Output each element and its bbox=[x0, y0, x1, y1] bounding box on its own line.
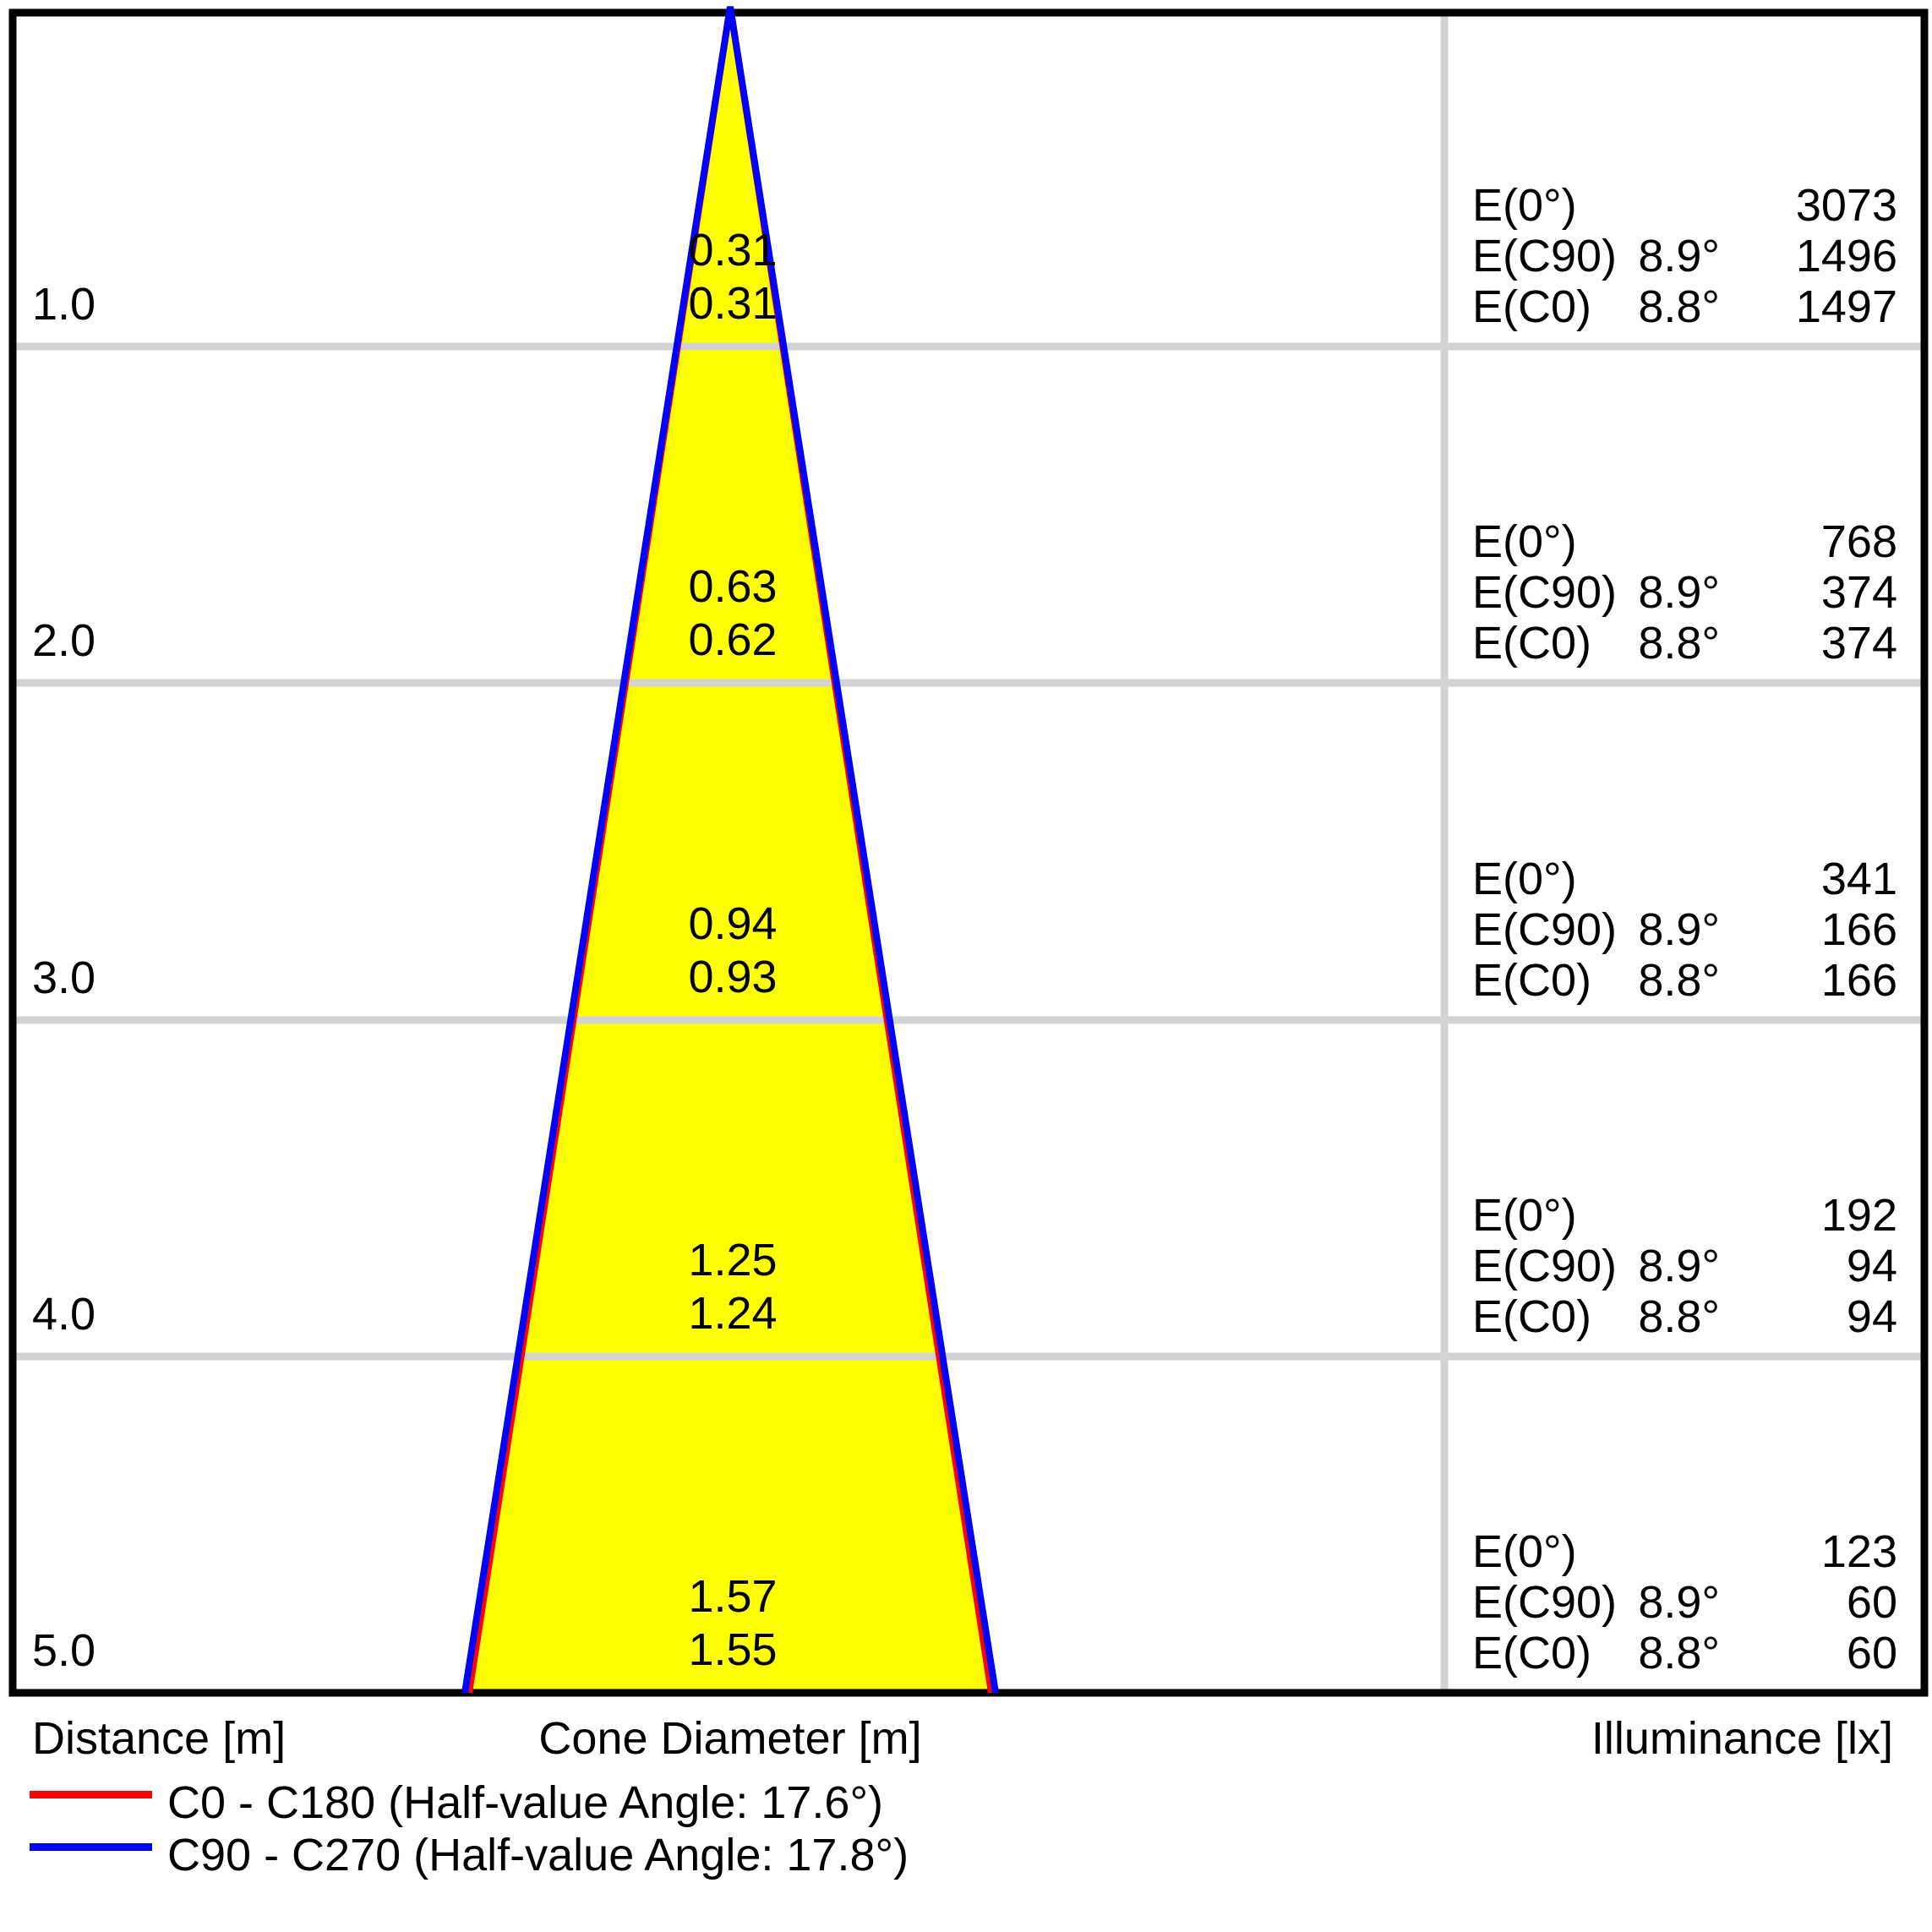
ec0-label: E(C0) bbox=[1472, 1628, 1592, 1678]
e0-label: E(0°) bbox=[1472, 1526, 1577, 1577]
legend-label-c0-c180: C0 - C180 (Half-value Angle: 17.6°) bbox=[167, 1777, 884, 1828]
table-border bbox=[8, 8, 1929, 1697]
e0-value: 123 bbox=[1820, 1526, 1897, 1577]
cone-diameter-c0: 0.93 bbox=[688, 952, 778, 1002]
cone-diameter-c90: 1.25 bbox=[688, 1235, 778, 1285]
e0-line: E(0°) 123 bbox=[1472, 1526, 1897, 1577]
ec90-angle: 8.9° bbox=[1638, 231, 1720, 281]
cone-diameter-c90: 1.57 bbox=[688, 1571, 778, 1622]
cone-diameter-c0: 0.31 bbox=[688, 278, 778, 329]
ec0-angle: 8.8° bbox=[1638, 281, 1720, 332]
illuminance-cell: E(0°) 768 E(C90) 8.9° 374 E(C0) 8.8° 374 bbox=[1472, 516, 1897, 669]
e0-label: E(0°) bbox=[1472, 180, 1577, 231]
ec90-label: E(C90) bbox=[1472, 567, 1618, 618]
ec90-angle: 8.9° bbox=[1638, 904, 1720, 955]
distance-axis-label: Distance [m] bbox=[32, 1713, 287, 1764]
distance-value: 4.0 bbox=[32, 1289, 96, 1340]
illuminance-cell: E(0°) 341 E(C90) 8.9° 166 E(C0) 8.8° 166 bbox=[1472, 854, 1897, 1006]
illuminance-cell: E(0°) 192 E(C90) 8.9° 94 E(C0) 8.8° 94 bbox=[1472, 1190, 1897, 1342]
cone-outline-c90-c270 bbox=[461, 6, 999, 1694]
e0-value: 341 bbox=[1820, 854, 1897, 904]
cone-diameter-c0: 1.24 bbox=[688, 1288, 778, 1339]
ec0-line: E(C0) 8.8° 1497 bbox=[1472, 281, 1897, 332]
ec90-value: 374 bbox=[1820, 567, 1897, 618]
distance-value: 1.0 bbox=[32, 279, 96, 330]
ec90-line: E(C90) 8.9° 1496 bbox=[1472, 231, 1897, 281]
e0-value: 192 bbox=[1820, 1190, 1897, 1241]
illuminance-cell: E(0°) 123 E(C90) 8.9° 60 E(C0) 8.8° 60 bbox=[1472, 1526, 1897, 1678]
ec0-value: 1497 bbox=[1795, 281, 1897, 332]
e0-label: E(0°) bbox=[1472, 1190, 1577, 1241]
e0-line: E(0°) 341 bbox=[1472, 854, 1897, 904]
ec90-line: E(C90) 8.9° 166 bbox=[1472, 904, 1897, 955]
ec0-angle: 8.8° bbox=[1638, 955, 1720, 1006]
ec0-value: 60 bbox=[1846, 1628, 1897, 1678]
cone-diameter-values: 0.31 0.31 bbox=[521, 224, 944, 330]
e0-line: E(0°) 768 bbox=[1472, 516, 1897, 567]
ec0-line: E(C0) 8.8° 166 bbox=[1472, 955, 1897, 1006]
distance-value: 3.0 bbox=[32, 952, 96, 1003]
ec0-line: E(C0) 8.8° 94 bbox=[1472, 1291, 1897, 1342]
ec0-label: E(C0) bbox=[1472, 1291, 1592, 1342]
cone-diameter-c90: 0.94 bbox=[688, 898, 778, 949]
ec90-value: 1496 bbox=[1795, 231, 1897, 281]
ec90-angle: 8.9° bbox=[1638, 1241, 1720, 1291]
ec0-label: E(C0) bbox=[1472, 618, 1592, 669]
ec90-line: E(C90) 8.9° 374 bbox=[1472, 567, 1897, 618]
cone-diameter-values: 1.25 1.24 bbox=[521, 1234, 944, 1340]
cone-diameter-values: 0.94 0.93 bbox=[521, 898, 944, 1004]
ec0-angle: 8.8° bbox=[1638, 618, 1720, 669]
ec0-line: E(C0) 8.8° 60 bbox=[1472, 1628, 1897, 1678]
ec0-value: 94 bbox=[1846, 1291, 1897, 1342]
e0-label: E(0°) bbox=[1472, 854, 1577, 904]
cone-diameter-values: 0.63 0.62 bbox=[521, 560, 944, 667]
e0-line: E(0°) 192 bbox=[1472, 1190, 1897, 1241]
e0-value: 3073 bbox=[1795, 180, 1897, 231]
ec0-label: E(C0) bbox=[1472, 955, 1592, 1006]
ec90-label: E(C90) bbox=[1472, 231, 1618, 281]
cone-diameter-c0: 0.62 bbox=[688, 614, 778, 665]
cone-diameter-values: 1.57 1.55 bbox=[521, 1570, 944, 1677]
e0-label: E(0°) bbox=[1472, 516, 1577, 567]
ec0-angle: 8.8° bbox=[1638, 1291, 1720, 1342]
legend-label-c90-c270: C90 - C270 (Half-value Angle: 17.8°) bbox=[167, 1830, 909, 1880]
ec90-line: E(C90) 8.9° 94 bbox=[1472, 1241, 1897, 1291]
distance-value: 2.0 bbox=[32, 615, 96, 666]
ec90-line: E(C90) 8.9° 60 bbox=[1472, 1577, 1897, 1628]
ec90-value: 60 bbox=[1846, 1577, 1897, 1628]
ec90-value: 166 bbox=[1820, 904, 1897, 955]
ec0-label: E(C0) bbox=[1472, 281, 1592, 332]
distance-value: 5.0 bbox=[32, 1625, 96, 1676]
ec90-angle: 8.9° bbox=[1638, 1577, 1720, 1628]
cone-diameter-c90: 0.31 bbox=[688, 225, 778, 276]
ec90-label: E(C90) bbox=[1472, 904, 1618, 955]
ec90-label: E(C90) bbox=[1472, 1577, 1618, 1628]
cone-diameter-c90: 0.63 bbox=[688, 561, 778, 612]
ec0-value: 166 bbox=[1820, 955, 1897, 1006]
e0-line: E(0°) 3073 bbox=[1472, 180, 1897, 231]
e0-value: 768 bbox=[1820, 516, 1897, 567]
ec90-label: E(C90) bbox=[1472, 1241, 1618, 1291]
legend-line-c0-c180 bbox=[30, 1791, 152, 1798]
legend-line-c90-c270 bbox=[30, 1843, 152, 1851]
illuminance-axis-label: Illuminance [lx] bbox=[1591, 1713, 1893, 1764]
ec0-angle: 8.8° bbox=[1638, 1628, 1720, 1678]
row-gridlines bbox=[13, 342, 1924, 1361]
ec90-angle: 8.9° bbox=[1638, 567, 1720, 618]
cone-diameter-c0: 1.55 bbox=[688, 1624, 778, 1675]
cone-diameter-axis-label: Cone Diameter [m] bbox=[538, 1713, 922, 1764]
ec0-line: E(C0) 8.8° 374 bbox=[1472, 618, 1897, 669]
illuminance-cell: E(0°) 3073 E(C90) 8.9° 1496 E(C0) 8.8° 1… bbox=[1472, 180, 1897, 332]
ec0-value: 374 bbox=[1820, 618, 1897, 669]
cone-fill bbox=[465, 7, 996, 1693]
ec90-value: 94 bbox=[1846, 1241, 1897, 1291]
